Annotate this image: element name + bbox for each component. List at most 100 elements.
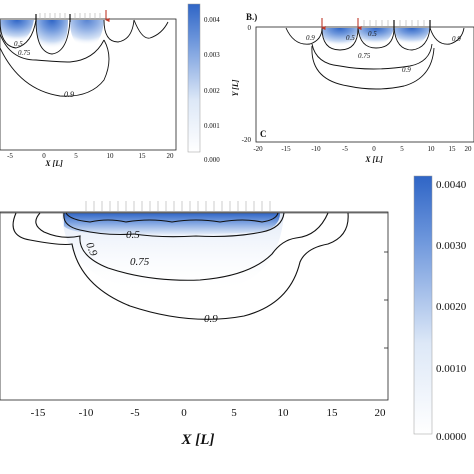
panel-c-plume-core xyxy=(64,213,280,235)
x-tick-label: 5 xyxy=(74,152,78,160)
panel-b-label: B.) xyxy=(246,12,257,22)
colorbar-tick: 0.000 xyxy=(204,156,220,164)
y-tick-label: 0 xyxy=(248,24,252,32)
colorbar-tick: 0.003 xyxy=(204,51,220,59)
panel-a-colorbar-ticks: 0.004 0.003 0.002 0.001 0.000 xyxy=(204,16,220,164)
panel-b-contour xyxy=(311,43,433,70)
panel-a: 0.5 0.75 0.9 -5 0 5 10 15 20 X [L] xyxy=(0,3,220,168)
panel-c: 0.5 0.75 0.9 0.9 -15 -10 -5 0 5 10 15 20… xyxy=(0,175,467,448)
panel-a-contour xyxy=(35,19,71,55)
x-tick-label: 20 xyxy=(465,145,473,153)
colorbar-tick: 0.0040 xyxy=(436,179,467,191)
panel-b-y-ticks: 0 -20 xyxy=(242,24,252,144)
panel-b-contour-label: 0.5 xyxy=(346,34,355,42)
panel-b: B.) 0.9 0.5 0.5 0.75 0.9 0.9 xyxy=(231,12,474,164)
x-tick-label: -5 xyxy=(7,152,13,160)
colorbar-tick: 0.0000 xyxy=(436,431,467,443)
panel-a-plume xyxy=(0,20,34,44)
panel-a-plumes xyxy=(0,20,104,52)
colorbar-tick: 0.004 xyxy=(204,16,220,24)
panel-c-contour xyxy=(63,212,285,238)
x-tick-label: 10 xyxy=(107,152,115,160)
panel-c-y-ticks xyxy=(384,251,388,349)
colorbar-tick: 0.0030 xyxy=(436,240,467,252)
panel-a-x-axis-label: X [L] xyxy=(44,159,63,168)
panel-c-x-axis-label: X [L] xyxy=(181,432,215,448)
panel-b-contour xyxy=(285,27,323,45)
panel-a-colorbar xyxy=(187,3,201,153)
panel-c-contours xyxy=(12,212,349,320)
panel-a-plume xyxy=(70,20,104,48)
x-tick-label: 15 xyxy=(139,152,147,160)
panel-b-x-ticks: -20 -15 -10 -5 0 5 10 15 20 xyxy=(253,145,472,153)
panel-b-contour xyxy=(311,45,435,90)
panel-b-contour-label: 0.9 xyxy=(452,35,461,43)
source-arrows-grey xyxy=(363,20,425,26)
panel-a-contours xyxy=(0,19,169,97)
x-tick-label: 15 xyxy=(449,145,457,153)
panel-c-colorbar xyxy=(413,175,433,435)
panel-b-y-axis-label: Y [L] xyxy=(231,79,240,96)
panel-c-contour-label: 0.75 xyxy=(130,256,150,268)
x-tick-label: 10 xyxy=(428,145,436,153)
x-tick-label: 5 xyxy=(400,145,404,153)
panel-c-contour-label: 0.5 xyxy=(126,229,140,241)
panel-b-plume xyxy=(394,28,430,46)
panel-b-contours xyxy=(285,27,465,90)
panel-b-contour-label: 0.5 xyxy=(368,30,377,38)
panel-c-contour xyxy=(35,212,329,281)
colorbar-tick: 0.0010 xyxy=(436,363,467,375)
colorbar-tick: 0.0020 xyxy=(436,301,467,313)
panel-c-contour-labels: 0.5 0.75 0.9 0.9 xyxy=(83,229,218,325)
colorbar-tick: 0.002 xyxy=(204,87,220,95)
panel-b-contour-label: 0.75 xyxy=(358,52,371,60)
panel-c-contour xyxy=(12,212,349,320)
x-tick-label: -5 xyxy=(130,407,140,419)
panel-c-x-ticks: -15 -10 -5 0 5 10 15 20 xyxy=(31,407,386,419)
panel-c-contour xyxy=(65,212,279,223)
source-arrows-grey xyxy=(39,13,101,19)
x-tick-label: -15 xyxy=(31,407,46,419)
panel-c-contour-label: 0.9 xyxy=(204,313,218,325)
panel-b-sources xyxy=(321,18,431,31)
panel-a-contour-label: 0.75 xyxy=(18,49,31,57)
panel-c-contour-label: 0.9 xyxy=(83,241,99,259)
panel-a-contour xyxy=(103,19,135,43)
panel-b-corner-label: C xyxy=(260,129,267,139)
panel-a-contour-label: 0.5 xyxy=(14,40,23,48)
x-tick-label: -10 xyxy=(311,145,321,153)
panel-a-contour xyxy=(0,19,37,49)
x-tick-label: 20 xyxy=(375,407,387,419)
panel-a-contour xyxy=(0,33,105,63)
x-tick-label: -15 xyxy=(281,145,291,153)
panel-b-contour xyxy=(357,27,395,49)
x-tick-label: 5 xyxy=(231,407,237,419)
x-tick-label: 0 xyxy=(372,145,376,153)
panel-b-contour-label: 0.9 xyxy=(402,66,411,74)
panel-b-contour-labels: 0.9 0.5 0.5 0.75 0.9 0.9 xyxy=(306,30,461,74)
panel-b-contour xyxy=(321,27,359,51)
panel-a-sources xyxy=(35,10,110,23)
panel-c-colorbar-ticks: 0.0040 0.0030 0.0020 0.0010 0.0000 xyxy=(436,179,467,443)
x-tick-label: 0 xyxy=(181,407,187,419)
x-tick-label: -10 xyxy=(79,407,94,419)
x-tick-label: 15 xyxy=(327,407,339,419)
x-tick-label: -20 xyxy=(253,145,263,153)
x-tick-label: -5 xyxy=(342,145,348,153)
panel-b-frame xyxy=(255,26,474,143)
x-tick-label: 0 xyxy=(42,152,46,160)
colorbar-tick: 0.001 xyxy=(204,122,220,130)
panel-b-contour xyxy=(429,27,465,45)
panel-a-x-ticks: -5 0 5 10 15 20 xyxy=(7,152,174,160)
panel-a-contour xyxy=(133,19,169,39)
x-tick-label: 10 xyxy=(278,407,290,419)
panel-b-plume xyxy=(322,28,358,48)
panel-b-plumes xyxy=(322,28,430,48)
x-tick-label: 20 xyxy=(167,152,175,160)
panel-a-plume xyxy=(36,20,68,52)
panel-c-source-arrows xyxy=(85,201,271,211)
panel-b-contour xyxy=(393,27,431,51)
panel-b-x-axis-label: X [L] xyxy=(364,155,383,164)
panel-a-contour-label: 0.9 xyxy=(64,90,74,99)
